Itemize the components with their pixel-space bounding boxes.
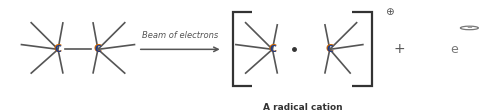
- Text: C: C: [268, 44, 276, 54]
- Text: Beam of electrons: Beam of electrons: [142, 31, 218, 40]
- Text: −: −: [466, 25, 472, 31]
- Text: C: C: [326, 45, 333, 54]
- Text: C: C: [54, 44, 62, 54]
- Text: C: C: [94, 44, 102, 54]
- Text: C: C: [326, 44, 334, 54]
- Text: C: C: [94, 45, 101, 54]
- Text: C: C: [54, 45, 62, 54]
- Text: ⊕: ⊕: [384, 7, 394, 17]
- Text: e: e: [450, 43, 458, 56]
- Text: A radical cation: A radical cation: [262, 103, 342, 112]
- Text: +: +: [394, 42, 406, 56]
- Text: C: C: [269, 45, 276, 54]
